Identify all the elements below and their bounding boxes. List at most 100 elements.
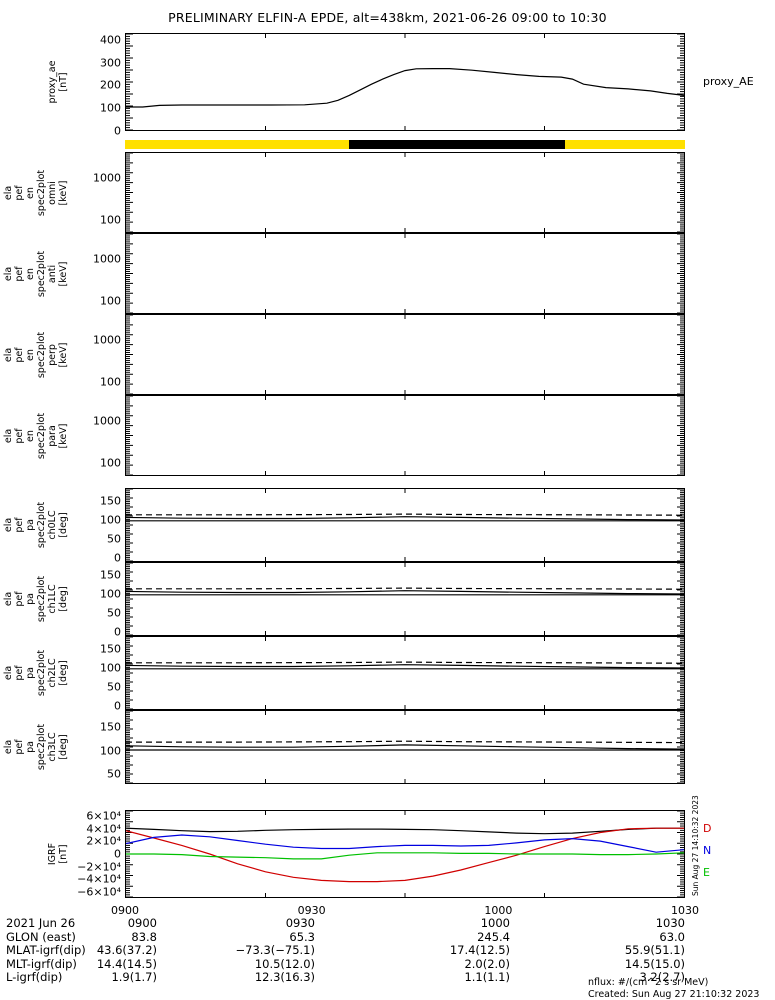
ytick-label: 200 (100, 78, 121, 92)
ytick-labels-en_para: 1000 100 (75, 395, 121, 476)
ylabel-line: en (24, 186, 36, 199)
panel-pa_ch3lc (125, 710, 685, 784)
trace-loss-cone-dashed (126, 587, 684, 590)
ytick-label: 4×10⁴ (86, 822, 121, 836)
trace-N (126, 834, 684, 853)
ylabel-line: pef (13, 739, 25, 755)
ytick-labels-en_omni: 1000 100 (75, 152, 121, 233)
panel-tick-marks (126, 396, 684, 475)
ytick-labels-pa_ch0lc: 150 100 50 0 (75, 488, 121, 565)
ylabel-line: [keV] (57, 342, 69, 367)
annotation-value: 245.4 (477, 929, 510, 944)
x-tick-label: 1000 (484, 904, 513, 917)
ylabel-line: spec2plot (35, 575, 47, 623)
panel-tick-marks (126, 34, 684, 130)
annotation-row-label: GLON (east) (6, 929, 76, 944)
ytick-label: 150 (100, 642, 121, 656)
panel-tick-marks (126, 153, 684, 232)
trace-pa-upper (126, 516, 684, 521)
panel-proxy_ae (125, 33, 685, 131)
ytick-label: 100 (100, 294, 121, 308)
annotation-column: 1030 63.0 55.9(51.1) 14.5(15.0) 3.2(2.7) (545, 916, 685, 985)
x-axis-tick-labels: 0900 0930 1000 1030 (0, 904, 775, 920)
trace-loss-cone-dashed (126, 661, 684, 664)
ytick-label: −4×10⁴ (77, 872, 121, 886)
ylabel-line: spec2plot (35, 723, 47, 771)
ylabel-line: pef (13, 346, 25, 363)
proxy-ae-legend-label: proxy_AE (703, 75, 754, 88)
footer-units: nflux: #/(cm^2 s sr MeV) (588, 977, 709, 988)
ytick-label: 0 (114, 551, 121, 565)
ytick-label: 0 (114, 699, 121, 713)
ytick-label: 50 (107, 606, 121, 620)
page-title: PRELIMINARY ELFIN-A EPDE, alt=438km, 202… (168, 10, 607, 25)
annotation-column: 1000 245.4 17.4(12.5) 2.0(2.0) 1.1(1.1) (370, 916, 510, 985)
annotation-value: 1000 (480, 916, 510, 930)
annotation-row-label: MLT-igrf(dip) (6, 956, 77, 971)
ytick-label: 0 (114, 847, 121, 861)
ylabel-line: spec2plot (35, 331, 47, 378)
annotation-value: 14.5(15.0) (624, 956, 685, 971)
ylabel-line: pa (24, 667, 36, 679)
ylabel-line: spec2plot (35, 412, 47, 459)
annotation-value: −73.3(−75.1) (235, 943, 315, 957)
annotation-value: 1030 (655, 916, 685, 930)
panel-tick-marks (126, 234, 684, 313)
ytick-label: −2×10⁴ (77, 860, 121, 874)
ylabel-line: [deg] (57, 734, 69, 760)
annotation-row-label: 2021 Jun 26 (6, 916, 76, 930)
ylabel-line: pa (24, 741, 36, 753)
ytick-label: 100 (100, 661, 121, 675)
panel-pa_ch0lc (125, 488, 685, 562)
ylabel-line: pef (13, 265, 25, 282)
ylabel-line: [deg] (57, 660, 69, 686)
panel-data-traces (126, 740, 684, 751)
ytick-label: 1000 (93, 171, 121, 185)
ytick-labels-pa_ch3lc: 150 100 50 (75, 710, 121, 784)
ytick-label: 100 (100, 375, 121, 389)
annotation-value: 0930 (285, 916, 315, 930)
ylabel-line: spec2plot (35, 169, 47, 216)
trace-loss-cone-dashed (126, 513, 684, 516)
ylabel-line: para (46, 424, 58, 447)
ylabel-line: proxy_ae (46, 60, 58, 104)
ylabel-line: spec2plot (35, 250, 47, 297)
ytick-label: 0 (114, 625, 121, 639)
igrf-legend-E: E (703, 866, 710, 879)
ylabel-line: ela (2, 591, 14, 607)
footer-note: nflux: #/(cm^2 s sr MeV) Created: Sun Aug… (588, 977, 759, 1000)
annotation-value: 83.8 (131, 929, 157, 944)
panel-tick-marks (126, 637, 684, 709)
panel-data-traces (126, 513, 684, 522)
ylabel-line: pef (13, 427, 25, 444)
ytick-labels-pa_ch2lc: 150 100 50 0 (75, 636, 121, 713)
annotation-column: 0930 65.3 −73.3(−75.1) 10.5(12.0) 12.3(16.3) (175, 916, 315, 985)
annotation-row-label: MLAT-igrf(dip) (6, 943, 86, 957)
annotation-value: 17.4(12.5) (449, 943, 510, 957)
ytick-label: 100 (100, 587, 121, 601)
ylabel-line: pef (13, 665, 25, 681)
x-tick-label: 1030 (671, 904, 699, 917)
annotation-value: 65.3 (289, 929, 315, 944)
ytick-label: 50 (107, 680, 121, 694)
ylabel-line: ela (2, 517, 14, 533)
igrf-creation-stamp: Sun Aug 27 14:10:32 2023 (691, 795, 700, 896)
ylabel-line: ela (2, 428, 14, 443)
ytick-label: 50 (107, 532, 121, 546)
ytick-label: 100 (100, 513, 121, 527)
ytick-label: 100 (100, 744, 121, 758)
ytick-labels-en_perp: 1000 100 (75, 314, 121, 395)
trace-loss-cone-dashed (126, 740, 684, 744)
panel-en_omni (125, 152, 685, 233)
panel-data-traces (126, 827, 684, 883)
igrf-legend-N: N (703, 844, 712, 857)
trace-pa-upper (126, 590, 684, 595)
ytick-label: 100 (100, 213, 121, 227)
annotation-value: 3.2(2.7) (639, 970, 685, 984)
trace-pa-upper (126, 664, 684, 669)
ytick-label: 400 (100, 33, 121, 47)
ylabel-line: [nT] (57, 844, 69, 864)
x-tick-label: 0930 (297, 904, 326, 917)
ytick-labels-proxy_ae: 400 300 200 100 0 (75, 33, 121, 136)
ylabel-line: [nT] (57, 72, 69, 92)
